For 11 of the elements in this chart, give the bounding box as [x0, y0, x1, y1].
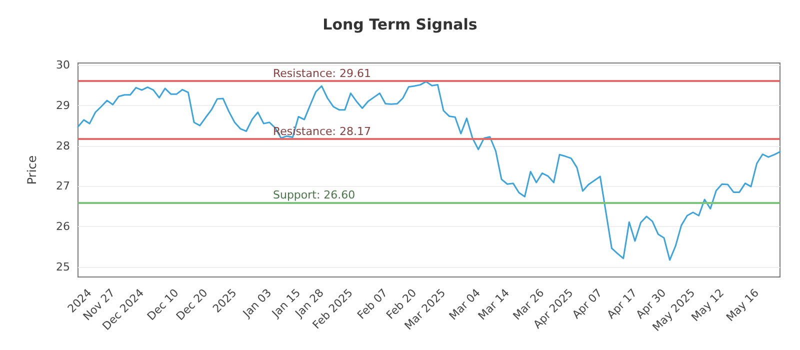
ref-line-label: Support: 26.60 [273, 188, 356, 202]
y-tick-label: 29 [56, 98, 70, 112]
y-axis-title: Price [25, 155, 39, 185]
y-tick-label: 27 [56, 180, 70, 193]
y-tick-label: 25 [56, 260, 70, 274]
line-series [77, 80, 781, 261]
y-tick-label: 26 [56, 220, 70, 234]
chart-title: Long Term Signals [322, 16, 478, 34]
y-tick-label: 28 [56, 139, 70, 152]
ref-line-label: Resistance: 29.61 [273, 66, 371, 80]
y-tick-label: 30 [56, 58, 70, 72]
